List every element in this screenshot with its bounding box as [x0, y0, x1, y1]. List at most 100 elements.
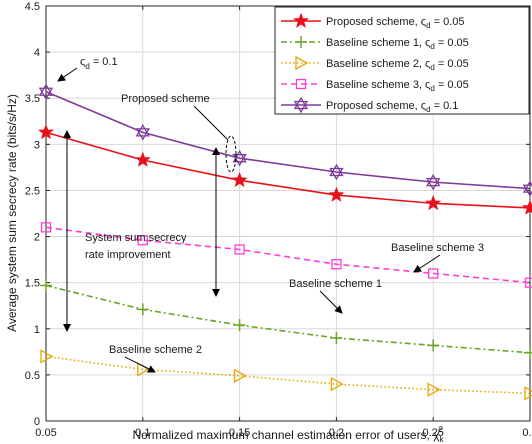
legend-label-5: Proposed scheme, ςd = 0.1 [326, 100, 458, 114]
y-tick-label: 1.5 [25, 278, 40, 290]
legend-label-4: Baseline scheme 3, ςd = 0.05 [326, 79, 469, 93]
x-axis-label: Normalized maximum channel estimation er… [132, 425, 444, 444]
series-layer [37, 83, 532, 401]
y-tick-label: 4.5 [25, 1, 40, 13]
series-5-point-tri-down [232, 154, 247, 167]
series-2-point [524, 346, 532, 359]
plot-area-border [45, 5, 531, 422]
legend-marker-1 [292, 12, 310, 28]
legend-label-1: Proposed scheme, ςd = 0.05 [326, 16, 464, 30]
series-1-point [521, 199, 532, 215]
series-5-point-tri-up [329, 163, 344, 177]
baseline2-arrow [124, 356, 156, 373]
legend-box [274, 6, 530, 115]
series-5-point-tri-down [426, 177, 441, 191]
series-5-point-tri-up [522, 180, 532, 193]
y-axis-label: Average system sum secrecy rate (bits/s/… [5, 94, 19, 332]
series-1-line [45, 131, 531, 209]
series-5-point [426, 173, 441, 191]
improvement-label-line2: rate improvement [85, 249, 171, 261]
series-3 [40, 349, 532, 401]
y-tick-label: 1 [34, 324, 40, 336]
axis-ticks: 0.05 0.1 0.15 0.2 0.25 0.3 0 0.5 1 1.5 2 2.5 3 3.5 4 4.… [25, 1, 532, 439]
x-tick-label: 0.05 [35, 427, 56, 439]
y-tick-label: 2.5 [25, 185, 40, 197]
series-3-point [524, 386, 532, 401]
series-2-point [330, 332, 343, 344]
series-5-point-tri-up [135, 124, 150, 137]
series-5-point-tri-up [232, 149, 247, 163]
baseline1-annotation: Baseline scheme 1 [289, 278, 382, 290]
series-2-point [136, 303, 149, 316]
x-tick-label: 0.25 [422, 427, 443, 439]
series-5-point [522, 180, 532, 197]
series-3-point [330, 377, 344, 392]
series-5-point-tri-up [426, 173, 441, 187]
series-4-point [137, 235, 148, 246]
series-1-point [328, 186, 345, 202]
series-3-point [427, 382, 441, 397]
series-3-point [233, 368, 247, 383]
series-5 [38, 83, 532, 197]
y-tick-label: 3.5 [25, 93, 40, 105]
x-tick-label: 0.15 [229, 427, 250, 439]
baseline1-arrow [319, 290, 343, 314]
legend-label-2: Baseline scheme 1, ςd = 0.05 [326, 37, 469, 51]
series-2 [40, 279, 532, 359]
series-5-point-tri-up [38, 83, 54, 96]
series-5-line [45, 91, 531, 190]
legend-marker-2 [295, 36, 307, 48]
series-4 [40, 222, 532, 288]
series-2-point [233, 319, 246, 332]
series-4-point [40, 222, 52, 233]
y-tick-label: 4 [34, 47, 40, 59]
legend-marker-5-tri-down [293, 100, 309, 114]
x-tick-label: 0.3 [522, 427, 532, 439]
series-1 [37, 123, 532, 215]
series-1-point [231, 171, 248, 188]
legend-marker-5 [293, 96, 309, 114]
series-5-point-tri-down [38, 87, 54, 101]
series-4-point [234, 244, 245, 255]
annotations: ςd = 0.1 Proposed scheme System sum secr… [57, 56, 484, 373]
sigma-annotation-arrow [57, 67, 78, 82]
series-5-point [232, 149, 247, 167]
legend-marker-3 [295, 55, 309, 71]
sigma-annotation-label: ςd = 0.1 [80, 56, 118, 71]
series-1-point [425, 194, 442, 211]
legend-marker-4 [295, 78, 307, 90]
series-1-point [37, 123, 55, 140]
proposed-scheme-annotation: Proposed scheme [121, 93, 210, 105]
series-2-line [45, 284, 531, 354]
series-4-point [331, 259, 342, 270]
series-5-point [329, 163, 344, 181]
baseline2-annotation: Baseline scheme 2 [109, 344, 202, 356]
series-5-point-tri-down [329, 167, 344, 181]
y-tick-label: 3 [34, 139, 40, 151]
x-tick-label: 0.2 [329, 427, 344, 439]
series-5-point [38, 83, 54, 101]
series-5-point [135, 124, 150, 141]
x-tick-label: 0.1 [135, 427, 150, 439]
y-tick-label: 0.5 [25, 370, 40, 382]
legend: Proposed scheme, ςd = 0.05 Baseline schem… [274, 6, 530, 115]
legend-marker-5-tri-up [293, 96, 309, 110]
series-4-line [45, 226, 531, 284]
y-tick-label: 0 [34, 416, 40, 428]
proposed-scheme-ellipse [225, 135, 237, 173]
series-2-point [427, 339, 440, 352]
series-5-point-tri-down [522, 184, 532, 197]
series-2-point [40, 279, 52, 292]
series-1-point [134, 151, 151, 167]
y-tick-label: 2 [34, 232, 40, 244]
baseline3-arrow [413, 254, 441, 273]
improvement-label-line1: System sum secrecy [85, 232, 187, 244]
series-3-line [45, 355, 531, 395]
series-4-point [524, 277, 532, 288]
series-4-point [428, 268, 439, 279]
series-3-point [40, 349, 54, 364]
legend-label-3: Baseline scheme 2, ςd = 0.05 [326, 58, 469, 72]
baseline3-annotation: Baseline scheme 3 [391, 242, 484, 254]
proposed-scheme-pointer [193, 105, 229, 141]
